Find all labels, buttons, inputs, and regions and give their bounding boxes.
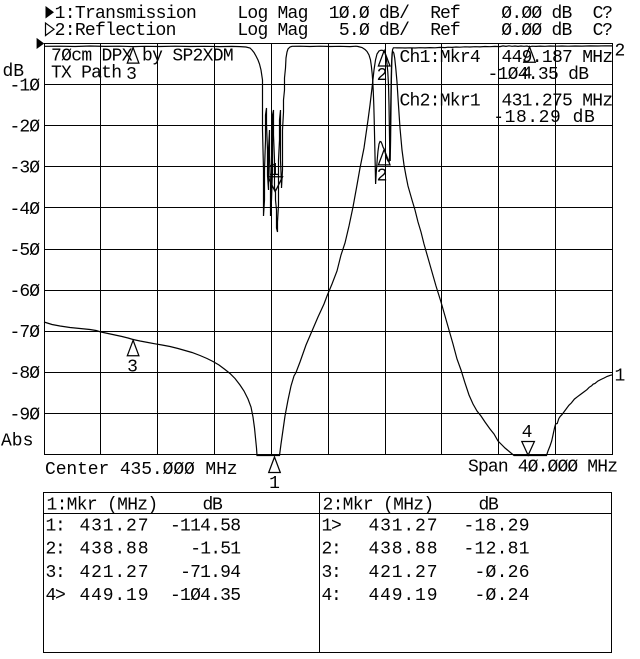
svg-text:Ref: Ref bbox=[430, 4, 461, 24]
svg-text:-18.29: -18.29 bbox=[464, 517, 530, 537]
svg-text:Log Mag: Log Mag bbox=[237, 21, 308, 41]
svg-text:421.27: 421.27 bbox=[80, 563, 149, 583]
svg-text:-1.51: -1.51 bbox=[190, 540, 241, 560]
svg-text:2:: 2: bbox=[322, 540, 342, 560]
svg-text:431.275 MHz: 431.275 MHz bbox=[502, 92, 614, 112]
svg-text:2:Mkr (MHz): 2:Mkr (MHz) bbox=[323, 496, 435, 516]
svg-text:-3Ø: -3Ø bbox=[10, 159, 41, 179]
svg-text:1>: 1> bbox=[322, 517, 342, 537]
svg-text:449.19: 449.19 bbox=[80, 586, 149, 606]
svg-text:431.27: 431.27 bbox=[369, 517, 438, 537]
svg-text:2: 2 bbox=[377, 66, 388, 86]
svg-text:2:: 2: bbox=[46, 540, 66, 560]
svg-text:3: 3 bbox=[127, 358, 138, 378]
svg-text:449.187 MHz: 449.187 MHz bbox=[502, 48, 614, 68]
svg-text:1:: 1: bbox=[46, 517, 66, 537]
svg-text:3:: 3: bbox=[322, 563, 342, 583]
svg-text:449.19: 449.19 bbox=[369, 586, 438, 606]
svg-text:438.88: 438.88 bbox=[80, 540, 149, 560]
svg-text:4: 4 bbox=[522, 65, 533, 85]
svg-text:1: 1 bbox=[269, 474, 280, 494]
svg-text:-2Ø: -2Ø bbox=[10, 118, 41, 138]
svg-text:Ch1:Mkr4: Ch1:Mkr4 bbox=[400, 48, 481, 68]
svg-text:5.Ø dB/: 5.Ø dB/ bbox=[339, 21, 410, 41]
svg-text:2: 2 bbox=[377, 167, 388, 187]
svg-text:Ø.ØØ dB: Ø.ØØ dB bbox=[501, 21, 572, 41]
svg-text:421.27: 421.27 bbox=[369, 563, 438, 583]
svg-text:Span 4Ø.ØØØ MHz: Span 4Ø.ØØØ MHz bbox=[468, 458, 618, 478]
svg-text:-114.58: -114.58 bbox=[170, 517, 241, 537]
svg-text:1:Mkr (MHz): 1:Mkr (MHz) bbox=[47, 496, 159, 516]
svg-text:3: 3 bbox=[126, 65, 137, 85]
svg-text:-1Ø4.35: -1Ø4.35 bbox=[170, 586, 241, 606]
svg-text:1: 1 bbox=[615, 367, 626, 387]
svg-text:Ch2:Mkr1: Ch2:Mkr1 bbox=[400, 92, 481, 112]
svg-text:-18.29 dB: -18.29 dB bbox=[493, 108, 595, 128]
svg-text:-1Ø4.35 dB: -1Ø4.35 dB bbox=[488, 65, 590, 85]
svg-text:2:Reflection: 2:Reflection bbox=[55, 21, 177, 41]
svg-text:4:: 4: bbox=[322, 586, 342, 606]
svg-text:-1Ø: -1Ø bbox=[10, 77, 41, 97]
svg-text:dB: dB bbox=[3, 62, 25, 82]
svg-text:dB: dB bbox=[479, 496, 499, 516]
svg-text:3:: 3: bbox=[46, 563, 66, 583]
svg-text:Ref: Ref bbox=[430, 21, 461, 41]
svg-text:dB: dB bbox=[203, 496, 223, 516]
svg-text:431.27: 431.27 bbox=[80, 517, 149, 537]
svg-text:-4Ø: -4Ø bbox=[10, 200, 41, 220]
svg-text:1:Transmission: 1:Transmission bbox=[55, 4, 197, 24]
svg-text:-8Ø: -8Ø bbox=[10, 364, 41, 384]
svg-text:438.88: 438.88 bbox=[369, 540, 438, 560]
svg-text:4: 4 bbox=[522, 423, 533, 443]
svg-text:Center 435.ØØØ MHz: Center 435.ØØØ MHz bbox=[45, 460, 238, 480]
svg-text:-12.81: -12.81 bbox=[464, 540, 530, 560]
svg-text:-9Ø: -9Ø bbox=[10, 405, 41, 425]
svg-text:-71.94: -71.94 bbox=[180, 563, 241, 583]
svg-text:TX Path: TX Path bbox=[51, 64, 122, 84]
svg-text:-Ø.24: -Ø.24 bbox=[475, 586, 530, 606]
svg-text:-Ø.26: -Ø.26 bbox=[475, 563, 530, 583]
svg-text:C?: C? bbox=[593, 21, 613, 41]
svg-text:-7Ø: -7Ø bbox=[10, 323, 41, 343]
svg-text:2: 2 bbox=[615, 42, 626, 62]
svg-text:Abs: Abs bbox=[1, 432, 33, 452]
svg-text:Log Mag: Log Mag bbox=[237, 4, 308, 24]
svg-text:-6Ø: -6Ø bbox=[10, 282, 41, 302]
svg-text:1: 1 bbox=[269, 161, 280, 181]
svg-text:Ø.ØØ dB: Ø.ØØ dB bbox=[501, 4, 572, 24]
svg-text:1Ø.Ø dB/: 1Ø.Ø dB/ bbox=[329, 4, 410, 24]
svg-text:-5Ø: -5Ø bbox=[10, 241, 41, 261]
svg-text:C?: C? bbox=[593, 4, 613, 24]
svg-text:7Øcm DPX by SP2XDM: 7Øcm DPX by SP2XDM bbox=[51, 47, 234, 67]
svg-text:4>: 4> bbox=[46, 586, 66, 606]
